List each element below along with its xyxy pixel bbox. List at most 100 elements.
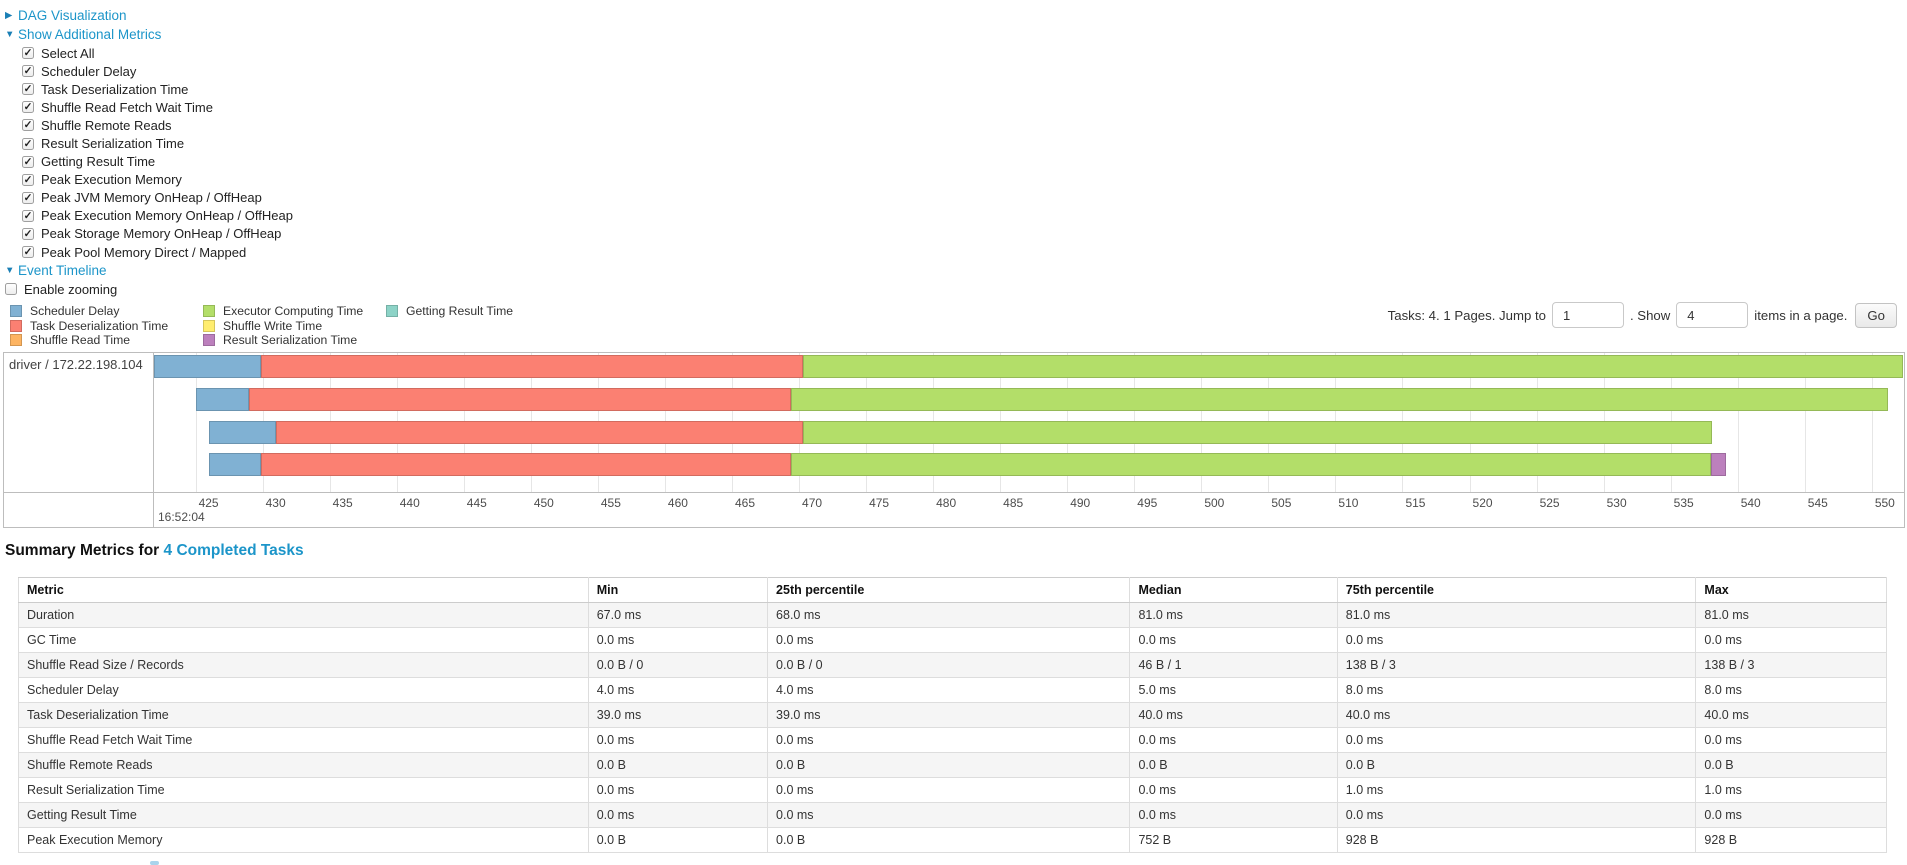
metric-name-cell: Task Deserialization Time (18, 702, 589, 728)
axis-tick-label: 550 (1874, 496, 1895, 510)
items-per-page-input[interactable] (1676, 302, 1749, 328)
summary-row: Result Serialization Time 0.0 ms 0.0 ms 0.0… (18, 777, 1887, 803)
metric-checkbox[interactable]: ✓ (22, 65, 34, 78)
metric-value-cell: 8.0 ms (1336, 677, 1697, 703)
legend-column: Scheduler Delay Task Deserialization Time… (10, 304, 203, 348)
legend-swatch-icon (203, 319, 215, 332)
go-button[interactable]: Go (1855, 302, 1897, 328)
metric-name-cell: Scheduler Delay (18, 677, 589, 703)
scheduler-delay-segment[interactable] (208, 421, 277, 444)
metric-checkbox[interactable]: ✓ (22, 101, 34, 114)
axis-tick-label: 535 (1673, 496, 1694, 510)
metric-value-cell: 928 B (1336, 827, 1697, 853)
metric-name-cell: Peak Execution Memory (18, 827, 589, 853)
axis-gridline (1804, 353, 1806, 492)
axis-gridline (195, 353, 197, 492)
legend-item: Result Serialization Time (203, 333, 386, 348)
summary-column-header: 25th percentile (767, 577, 1131, 603)
metric-checkbox[interactable]: ✓ (22, 119, 34, 132)
metric-value-cell: 0.0 ms (587, 777, 769, 803)
metric-checkbox-label: Shuffle Read Fetch Wait Time (41, 99, 213, 115)
legend-label: Scheduler Delay (30, 304, 120, 319)
legend-swatch-icon (386, 305, 398, 318)
event-timeline-label: Event Timeline (18, 263, 107, 279)
metric-checkbox[interactable]: ✓ (22, 227, 34, 240)
next-section-stub (150, 861, 159, 865)
metric-value-cell: 0.0 ms (1695, 802, 1887, 828)
metric-value-cell: 0.0 ms (587, 802, 769, 828)
executor-computing-segment[interactable] (790, 453, 1711, 476)
axis-tick-label: 515 (1405, 496, 1426, 510)
metric-value-cell: 81.0 ms (1129, 602, 1338, 628)
timeline-axis: 16:52:04 425 430 435 440 445 450 455 460 465 470 4… (154, 493, 1904, 526)
executor-computing-segment[interactable] (790, 388, 1888, 411)
scheduler-delay-segment[interactable] (208, 453, 262, 476)
event-timeline-chart: driver / 172.22.198.104 16:52:04 425 430 4… (3, 352, 1905, 528)
legend-swatch-icon (10, 305, 22, 318)
axis-tick-label: 530 (1606, 496, 1627, 510)
result-serialization-segment[interactable] (1710, 453, 1726, 476)
dag-visualization-toggle[interactable]: ▶ DAG Visualization (5, 6, 1907, 25)
metric-name-cell: Shuffle Remote Reads (18, 752, 589, 778)
metric-value-cell: 0.0 ms (1336, 727, 1697, 753)
scheduler-delay-segment[interactable] (154, 355, 262, 378)
metric-value-cell: 0.0 ms (587, 727, 769, 753)
executor-computing-segment[interactable] (803, 421, 1713, 444)
metric-value-cell: 928 B (1695, 827, 1887, 853)
metric-value-cell: 5.0 ms (1129, 677, 1338, 703)
metric-checkbox[interactable]: ✓ (22, 246, 34, 259)
jump-to-page-input[interactable] (1551, 302, 1624, 328)
summary-row: Shuffle Read Size / Records 0.0 B / 0 0.0 … (18, 652, 1887, 678)
metric-value-cell: 0.0 ms (1129, 802, 1338, 828)
metric-value-cell: 0.0 B (1695, 752, 1887, 778)
axis-tick-label: 440 (399, 496, 420, 510)
metric-value-cell: 0.0 ms (1336, 627, 1697, 653)
metric-value-cell: 138 B / 3 (1336, 652, 1697, 678)
axis-gridline (1871, 353, 1873, 492)
metric-value-cell: 0.0 ms (1695, 727, 1887, 753)
metric-checkbox[interactable]: ✓ (22, 209, 34, 222)
summary-column-header: 75th percentile (1336, 577, 1697, 603)
axis-divider (4, 492, 1904, 493)
show-additional-metrics-toggle[interactable]: ▼ Show Additional Metrics (5, 25, 1907, 44)
scheduler-delay-segment[interactable] (195, 388, 250, 411)
axis-tick-label: 495 (1137, 496, 1158, 510)
axis-tick-label: 485 (1003, 496, 1024, 510)
metric-checkbox-item: ✓ Getting Result Time (22, 153, 1907, 171)
event-timeline-toggle[interactable]: ▼ Event Timeline (5, 261, 1907, 280)
metric-value-cell: 752 B (1129, 827, 1338, 853)
legend-swatch-icon (10, 334, 22, 347)
metric-value-cell: 0.0 ms (1129, 777, 1338, 803)
metric-checkbox[interactable]: ✓ (22, 173, 34, 186)
legend-label: Shuffle Write Time (223, 318, 323, 333)
metric-checkbox-item: ✓ Select All (22, 44, 1907, 62)
enable-zooming-checkbox[interactable] (5, 283, 17, 296)
task-deserialization-segment[interactable] (249, 388, 791, 411)
metric-checkbox[interactable]: ✓ (22, 155, 34, 168)
metric-checkbox[interactable]: ✓ (22, 83, 34, 96)
summary-metrics-heading: Summary Metrics for 4 Completed Tasks (5, 542, 304, 560)
summary-metrics-table: Metric Min 25th percentile Median 75th perce… (18, 577, 1887, 853)
task-deserialization-segment[interactable] (276, 421, 804, 444)
summary-table-body: Duration 67.0 ms 68.0 ms 81.0 ms 81.0 ms 81.0… (18, 602, 1887, 853)
task-deserialization-segment[interactable] (261, 453, 791, 476)
metric-value-cell: 4.0 ms (587, 677, 769, 703)
legend-label: Getting Result Time (406, 304, 514, 319)
task-deserialization-segment[interactable] (261, 355, 804, 378)
metric-checkbox-label: Task Deserialization Time (41, 81, 189, 97)
metric-checkbox[interactable]: ✓ (22, 47, 34, 60)
summary-row: Task Deserialization Time 39.0 ms 39.0 ms 4… (18, 702, 1887, 728)
timeline-plot-area (154, 353, 1904, 492)
summary-row: Peak Execution Memory 0.0 B 0.0 B 752 B 928 … (18, 827, 1887, 853)
metric-value-cell: 138 B / 3 (1695, 652, 1887, 678)
summary-column-header: Metric (18, 577, 589, 603)
completed-tasks-link[interactable]: 4 Completed Tasks (163, 542, 304, 559)
legend-item: Shuffle Write Time (203, 319, 386, 334)
metric-value-cell: 46 B / 1 (1129, 652, 1338, 678)
metric-checkbox[interactable]: ✓ (22, 191, 34, 204)
executor-computing-segment[interactable] (803, 355, 1903, 378)
metric-value-cell: 1.0 ms (1336, 777, 1697, 803)
summary-column-header: Max (1695, 577, 1887, 603)
metric-checkbox[interactable]: ✓ (22, 137, 34, 150)
metric-value-cell: 0.0 B / 0 (767, 652, 1131, 678)
